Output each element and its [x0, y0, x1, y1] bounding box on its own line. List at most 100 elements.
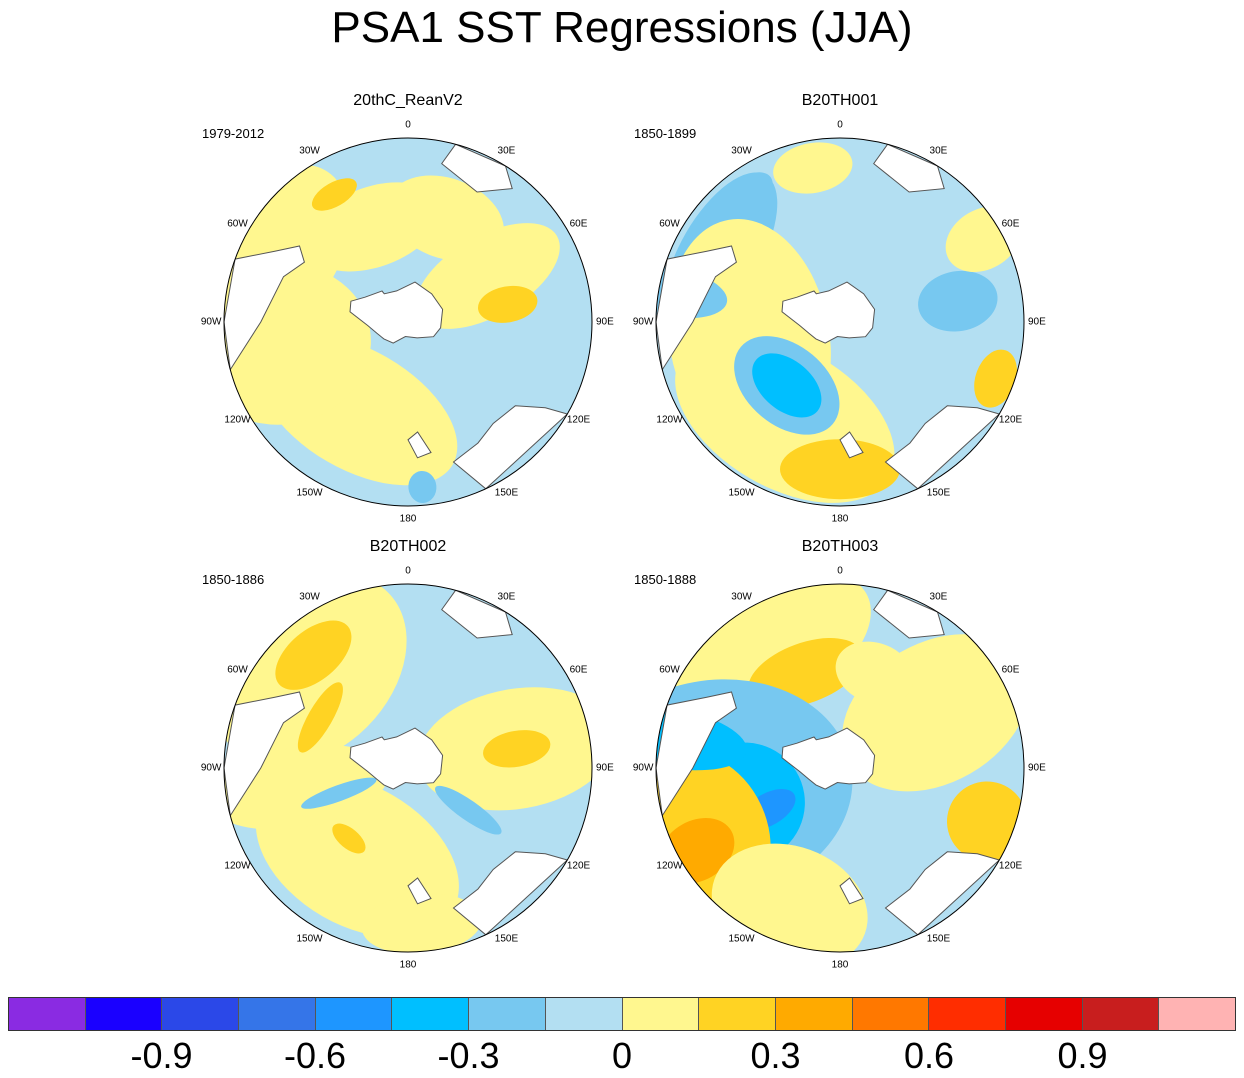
- antarctica-landmass: [349, 727, 444, 790]
- antarctica-landmass: [781, 727, 876, 790]
- colorbar-tick-label: 0.3: [750, 1035, 801, 1076]
- colorbar-cell: [239, 998, 316, 1030]
- panel-years: 1979-2012: [202, 126, 265, 141]
- longitude-label: 0: [405, 565, 411, 577]
- colorbar-cell: [315, 998, 393, 1030]
- colorbar-tick-label: 0: [611, 1035, 633, 1076]
- longitude-label: 0: [837, 119, 843, 131]
- anomaly-region: [773, 142, 853, 194]
- anomaly-region: [974, 349, 1018, 408]
- new-zealand-landmass: [839, 877, 864, 905]
- anomaly-region: [835, 641, 914, 705]
- longitude-label: 120W: [656, 860, 683, 872]
- map-border: [223, 137, 593, 507]
- colorbar-cell: [545, 998, 623, 1030]
- australia-landmass: [884, 405, 1001, 490]
- colorbar-cell: [1082, 998, 1160, 1030]
- anomaly-region: [415, 223, 560, 329]
- panel-title: B20TH003: [801, 538, 879, 555]
- longitude-label: 150W: [728, 487, 755, 498]
- new-zealand-landmass: [407, 877, 432, 905]
- colorbar: [8, 997, 1236, 1031]
- anomaly-region: [435, 785, 502, 835]
- longitude-label: 90E: [1027, 762, 1046, 774]
- longitude-label: 30E: [929, 591, 948, 603]
- colorbar-cell: [1005, 998, 1083, 1030]
- colorbar-cell: [622, 998, 700, 1030]
- longitude-label: 150W: [296, 933, 323, 944]
- longitude-label: 30E: [497, 591, 516, 603]
- longitude-label: 30W: [299, 591, 320, 603]
- south-america-landmass: [656, 691, 737, 818]
- map-panel: B20TH003 1850-1888 0 30E 60E 90E 120E 150E 180 15…: [620, 538, 1060, 978]
- colorbar-cell: [469, 998, 546, 1030]
- africa-landmass: [873, 589, 945, 639]
- longitude-label: 150W: [296, 487, 323, 498]
- longitude-label: 150E: [494, 933, 519, 944]
- anomaly-region: [918, 270, 998, 332]
- antarctica-landmass: [781, 281, 876, 344]
- colorbar-cell: [1159, 998, 1235, 1030]
- antarctica-landmass: [349, 281, 444, 344]
- longitude-label: 90E: [595, 762, 614, 774]
- map-border: [223, 583, 593, 953]
- longitude-label: 30W: [299, 145, 320, 157]
- polar-map: [655, 137, 1025, 507]
- colorbar-cell: [929, 998, 1006, 1030]
- south-america-landmass: [656, 245, 737, 372]
- africa-landmass: [441, 589, 513, 639]
- australia-landmass: [884, 851, 1001, 936]
- longitude-label: 90W: [632, 762, 654, 774]
- colorbar-cell: [162, 998, 240, 1030]
- panel-years: 1850-1899: [634, 126, 697, 141]
- longitude-label: 120E: [998, 860, 1023, 872]
- longitude-label: 180: [831, 513, 849, 525]
- colorbar-cell: [392, 998, 470, 1030]
- longitude-label: 0: [837, 565, 843, 577]
- colorbar-cell: [85, 998, 163, 1030]
- longitude-label: 30W: [731, 591, 752, 603]
- anomaly-region: [483, 730, 551, 768]
- map-panel: B20TH001 1850-1899 0 30E 60E 90E 120E 150E 180 15…: [620, 92, 1060, 532]
- longitude-label: 90E: [1027, 316, 1046, 328]
- anomaly-region: [301, 777, 377, 809]
- colorbar-cell: [9, 998, 86, 1030]
- anomaly-region: [275, 620, 352, 690]
- colorbar-tick-label: 0.6: [903, 1035, 955, 1076]
- colorbar-cell: [699, 998, 776, 1030]
- longitude-label: 60E: [1001, 218, 1020, 230]
- anomaly-region: [311, 178, 357, 211]
- longitude-label: 60E: [569, 664, 588, 676]
- australia-landmass: [452, 851, 569, 936]
- longitude-label: 90W: [632, 316, 654, 328]
- colorbar-cell: [775, 998, 853, 1030]
- colorbar-tick-label: -0.9: [130, 1035, 193, 1076]
- longitude-label: 60E: [569, 218, 588, 230]
- longitude-label: 120E: [566, 860, 591, 872]
- south-america-landmass: [224, 691, 305, 818]
- polar-map: [223, 137, 593, 507]
- polar-map: [655, 583, 1025, 953]
- polar-map: [223, 583, 593, 953]
- colorbar-cell: [852, 998, 930, 1030]
- longitude-label: 180: [399, 959, 417, 971]
- anomaly-region: [477, 285, 538, 323]
- anomaly-region: [752, 353, 822, 418]
- anomaly-region: [361, 893, 482, 952]
- anomaly-region: [780, 439, 900, 500]
- longitude-label: 120W: [656, 414, 683, 426]
- map-panel: 20thC_ReanV2 1979-2012 0 30E 60E 90E 120E 150E 1…: [188, 92, 628, 532]
- colorbar-tick-label: -0.3: [437, 1035, 500, 1076]
- panel-title: B20TH002: [369, 538, 447, 555]
- panel-title: 20thC_ReanV2: [353, 92, 463, 109]
- new-zealand-landmass: [839, 431, 864, 459]
- longitude-label: 60E: [1001, 664, 1020, 676]
- new-zealand-landmass: [407, 431, 432, 459]
- map-panel: B20TH002 1850-1886 0 30E 60E 90E 120E 150E 180 15…: [188, 538, 628, 978]
- longitude-label: 180: [831, 959, 849, 971]
- longitude-label: 90W: [200, 762, 222, 774]
- panel-years: 1850-1886: [202, 572, 265, 587]
- longitude-label: 30E: [497, 145, 516, 157]
- longitude-label: 30E: [929, 145, 948, 157]
- africa-landmass: [873, 143, 945, 193]
